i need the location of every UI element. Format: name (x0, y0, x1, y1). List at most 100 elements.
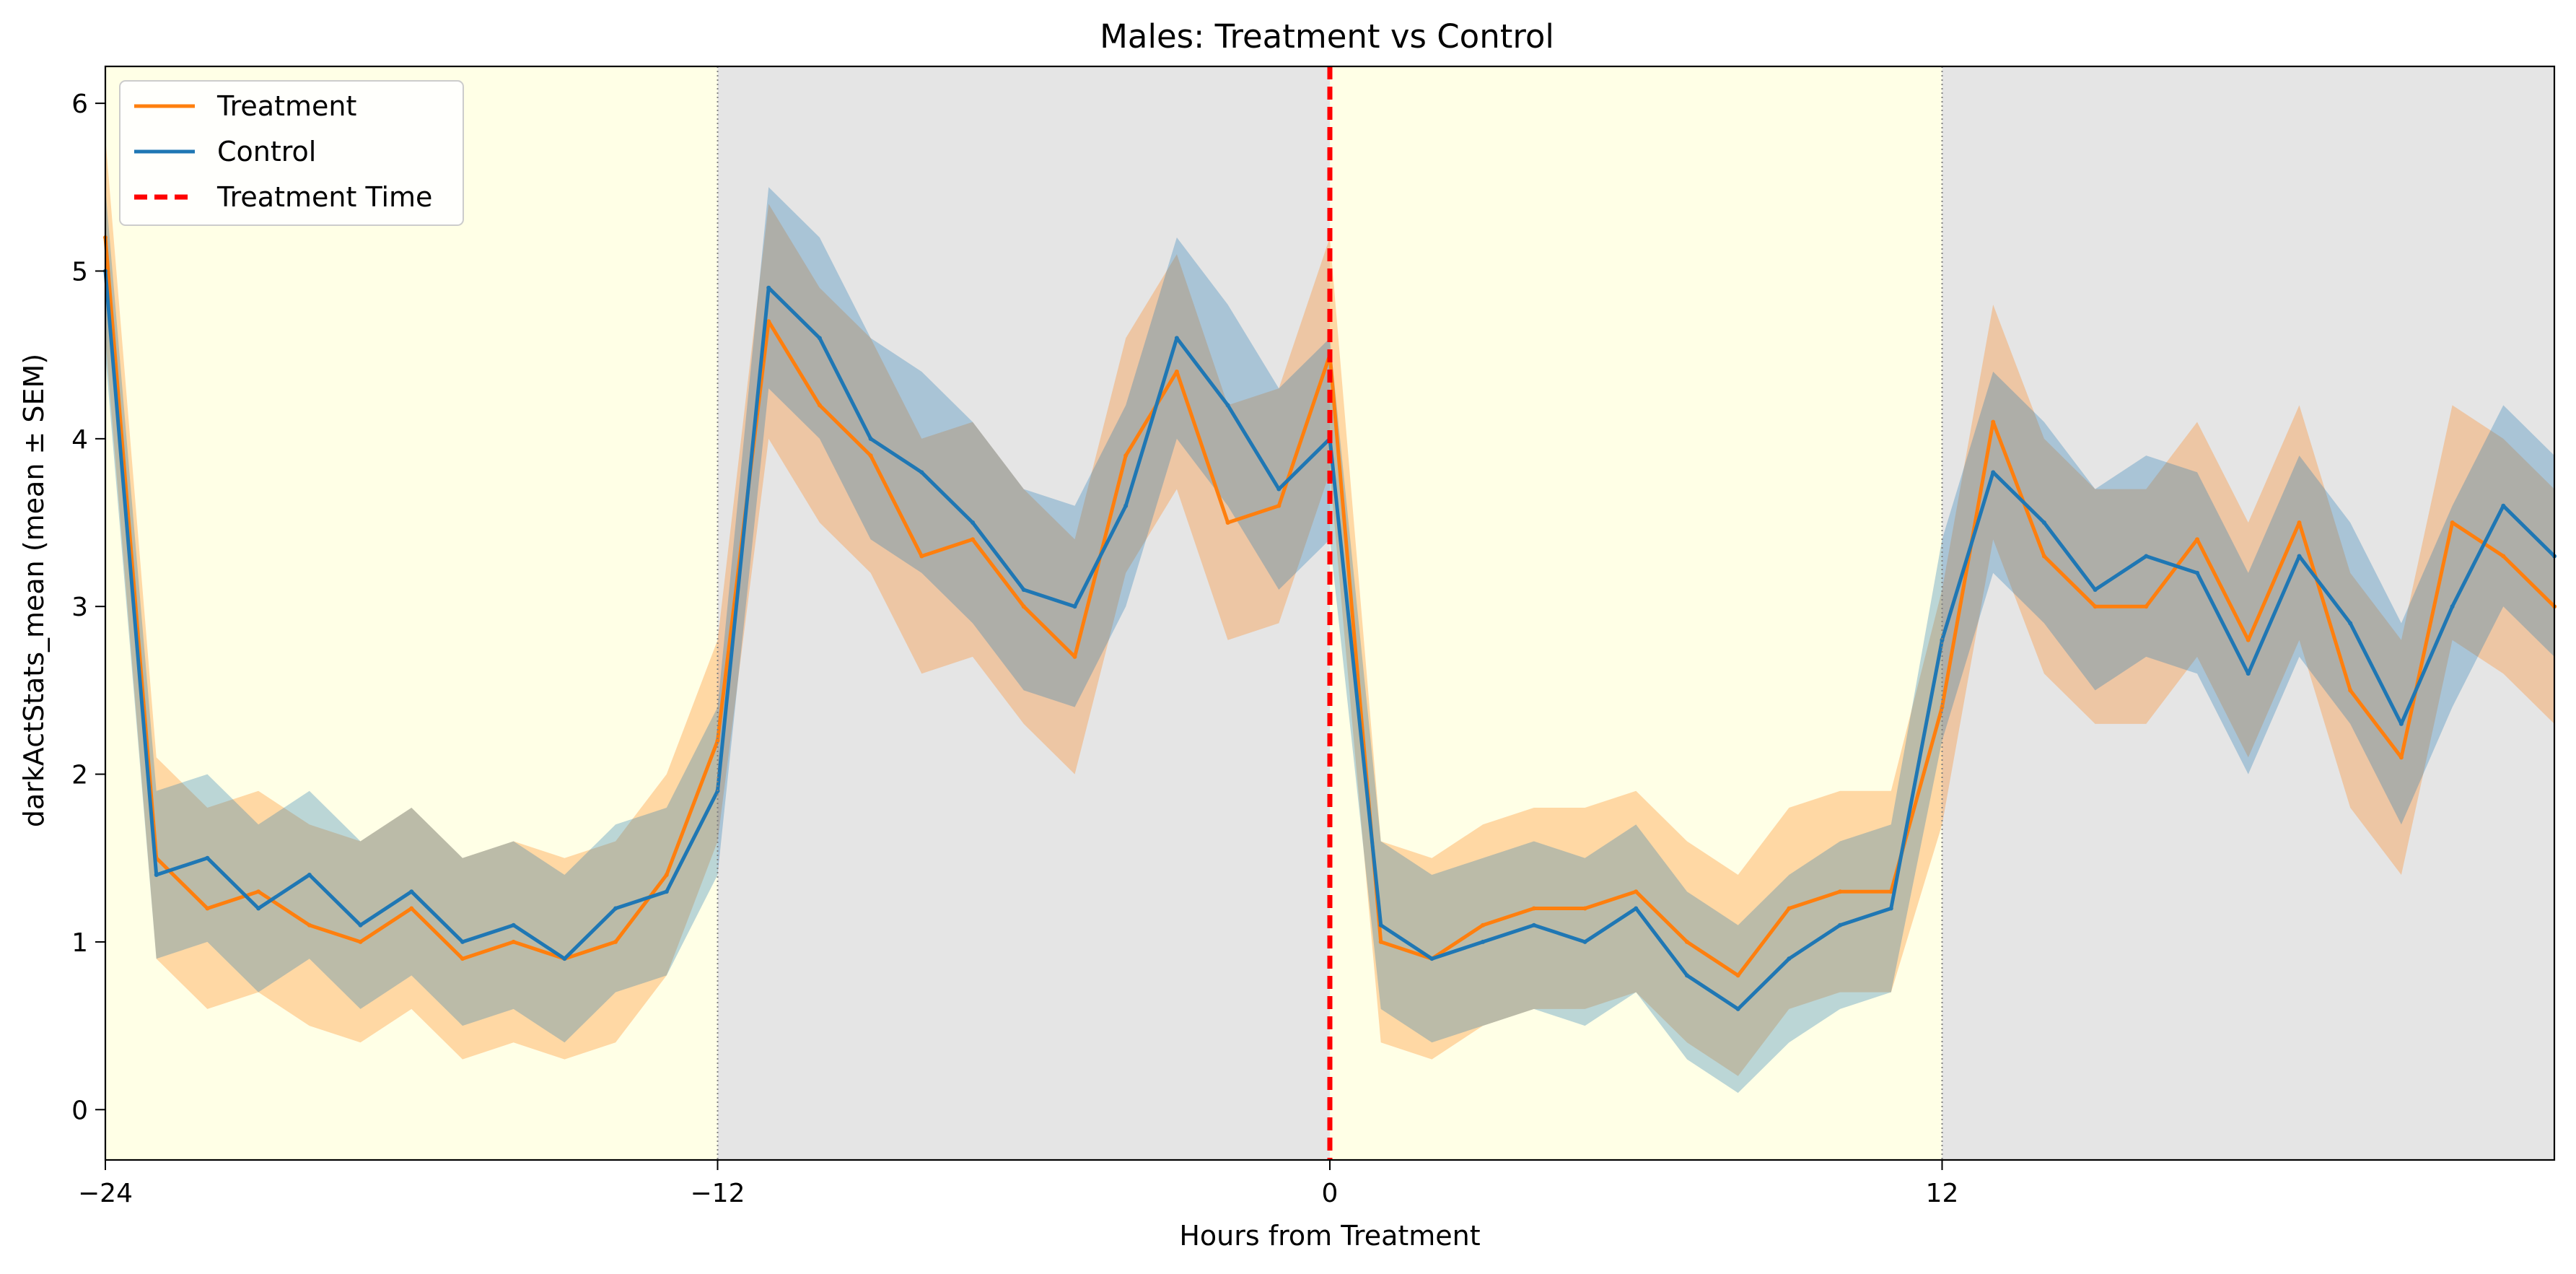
legend-label-control: Control (217, 136, 316, 167)
data-point-treatment (358, 939, 363, 944)
data-point-treatment (1174, 369, 1179, 374)
y-tick-label: 2 (71, 761, 88, 790)
y-tick-label: 0 (71, 1096, 88, 1125)
y-tick-label: 3 (71, 593, 88, 622)
x-tick-label: 0 (1322, 1179, 1339, 1208)
data-point-treatment (1940, 704, 1945, 710)
data-point-control (409, 889, 414, 894)
x-axis-label: Hours from Treatment (1179, 1220, 1480, 1252)
data-point-treatment (1481, 922, 1486, 928)
data-point-treatment (2348, 688, 2353, 693)
x-axis-ticks: −24 −12 0 12 (78, 1160, 1958, 1208)
legend-label-treatment: Treatment (216, 90, 356, 122)
data-point-control (2195, 570, 2200, 575)
data-point-control (664, 889, 669, 894)
data-point-control (2297, 554, 2302, 559)
data-point-treatment (460, 956, 465, 961)
data-point-control (460, 939, 465, 944)
data-point-control (562, 956, 567, 961)
data-point-treatment (2297, 520, 2302, 525)
chart-title: Males: Treatment vs Control (1100, 17, 1554, 56)
x-tick-label: −12 (691, 1179, 745, 1208)
data-point-control (1684, 973, 1689, 978)
data-point-control (1072, 604, 1077, 609)
data-point-treatment (409, 906, 414, 911)
data-point-treatment (817, 403, 822, 408)
data-point-control (766, 285, 771, 290)
data-point-treatment (971, 537, 976, 542)
data-point-control (1838, 922, 1843, 928)
data-point-treatment (1888, 889, 1893, 894)
data-point-control (1225, 403, 1230, 408)
data-point-treatment (664, 872, 669, 877)
data-point-treatment (1021, 604, 1026, 609)
band-light-0 (105, 66, 718, 1160)
data-point-control (1787, 956, 1792, 961)
data-point-treatment (2398, 755, 2404, 760)
y-axis-label: darkActStats_mean (mean ± SEM) (18, 354, 50, 827)
data-point-control (2450, 604, 2455, 609)
data-point-control (1276, 487, 1282, 492)
data-point-treatment (1634, 889, 1639, 894)
data-point-control (2093, 587, 2098, 592)
legend-label-treatment-time: Treatment Time (216, 181, 432, 213)
data-point-control (2501, 503, 2506, 508)
sem-bands (105, 136, 2554, 1094)
data-point-control (817, 336, 822, 341)
data-point-treatment (715, 738, 720, 743)
data-point-treatment (205, 906, 210, 911)
data-point-treatment (766, 319, 771, 324)
data-point-control (2144, 554, 2149, 559)
data-point-treatment (2246, 637, 2251, 642)
data-point-control (256, 906, 261, 911)
data-point-treatment (307, 922, 312, 928)
data-point-control (868, 436, 873, 441)
data-point-treatment (1276, 503, 1282, 508)
data-point-control (1888, 906, 1893, 911)
y-tick-label: 5 (71, 257, 88, 287)
data-point-control (1123, 503, 1129, 508)
sem-band-control (105, 187, 2554, 1094)
data-point-control (1582, 939, 1587, 944)
band-light-2 (1330, 66, 1942, 1160)
data-point-treatment (256, 889, 261, 894)
data-point-control (1634, 906, 1639, 911)
data-point-control (2398, 721, 2404, 726)
data-point-control (613, 906, 618, 911)
data-point-control (154, 872, 159, 877)
data-point-treatment (1582, 906, 1587, 911)
data-point-treatment (1531, 906, 1536, 911)
y-tick-label: 4 (71, 425, 88, 455)
y-axis-ticks: 0 1 2 3 4 5 6 (71, 90, 105, 1125)
y-tick-label: 6 (71, 90, 88, 119)
data-point-control (1378, 922, 1383, 928)
y-tick-label: 1 (71, 928, 88, 958)
data-point-treatment (1684, 939, 1689, 944)
data-point-treatment (2501, 554, 2506, 559)
data-point-control (1991, 470, 1996, 475)
data-point-control (1940, 637, 1945, 642)
data-point-treatment (1378, 939, 1383, 944)
phase-boundaries (717, 66, 1943, 1160)
data-point-control (1174, 336, 1179, 341)
data-point-control (307, 872, 312, 877)
data-point-control (919, 470, 924, 475)
x-tick-label: −24 (78, 1179, 133, 1208)
data-point-control (1531, 922, 1536, 928)
data-point-control (1021, 587, 1026, 592)
data-point-treatment (919, 554, 924, 559)
data-point-treatment (2450, 520, 2455, 525)
data-point-treatment (2093, 604, 2098, 609)
data-point-control (2041, 520, 2046, 525)
sem-band-treatment (105, 136, 2554, 1076)
data-point-treatment (2041, 554, 2046, 559)
data-point-control (358, 922, 363, 928)
data-point-treatment (1225, 520, 1230, 525)
data-point-treatment (1787, 906, 1792, 911)
legend: Treatment Control Treatment Time (119, 80, 464, 226)
data-point-control (1481, 939, 1486, 944)
data-point-treatment (2195, 537, 2200, 542)
data-point-treatment (613, 939, 618, 944)
data-point-control (971, 520, 976, 525)
